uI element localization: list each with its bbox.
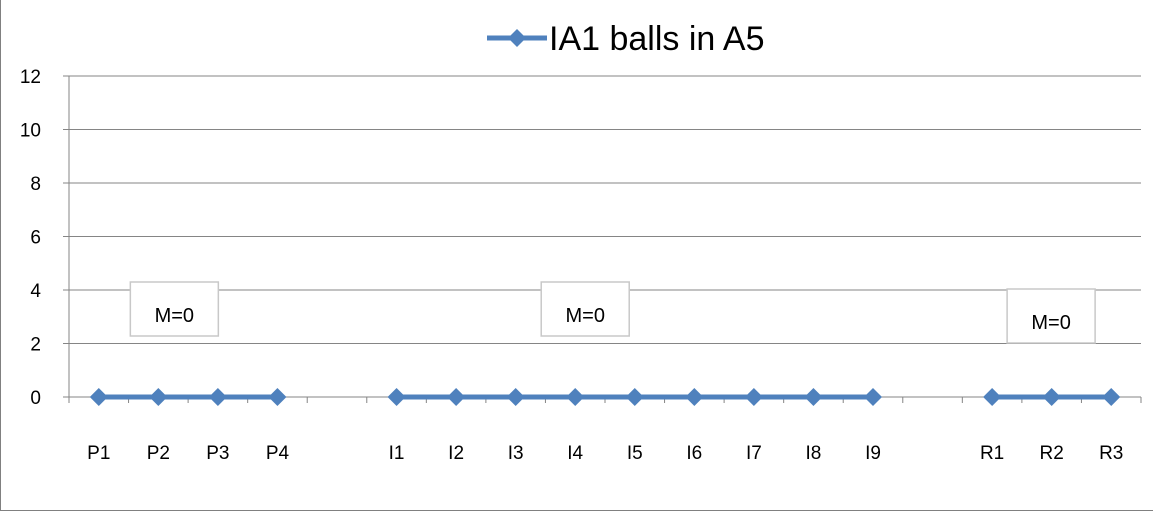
data-point-marker xyxy=(1042,388,1061,406)
x-tick-label: I9 xyxy=(865,443,881,464)
data-point-marker xyxy=(268,388,287,406)
data-point-marker xyxy=(804,388,823,406)
legend-label: IA1 balls in A5 xyxy=(549,20,764,58)
data-point-marker xyxy=(625,388,644,406)
annotation-box xyxy=(129,281,220,337)
x-tick-label: I5 xyxy=(627,443,643,464)
data-point-marker xyxy=(1102,388,1121,406)
y-tick-label: 6 xyxy=(30,228,41,249)
data-point-marker xyxy=(387,388,406,406)
data-point-marker xyxy=(744,388,763,406)
y-tick-label: 10 xyxy=(20,121,41,142)
data-point-marker xyxy=(447,388,466,406)
data-point-marker xyxy=(983,388,1002,406)
y-tick-label: 2 xyxy=(30,335,41,356)
x-tick-label: P4 xyxy=(266,443,290,464)
data-point-marker xyxy=(566,388,585,406)
x-tick-label: I1 xyxy=(389,443,405,464)
x-tick-label: I4 xyxy=(567,443,583,464)
annotation-box xyxy=(540,281,630,337)
legend-marker-swatch xyxy=(508,29,526,47)
annotation-box xyxy=(1006,288,1096,344)
y-tick-label: 0 xyxy=(30,388,41,409)
data-point-marker xyxy=(685,388,704,406)
x-tick-label: P1 xyxy=(87,443,110,464)
x-tick-label: R3 xyxy=(1099,443,1123,464)
data-point-marker xyxy=(89,388,108,406)
annotation-label: M=0 xyxy=(155,305,194,327)
x-tick-label: I6 xyxy=(686,443,702,464)
annotation-label: M=0 xyxy=(1031,312,1070,334)
data-point-marker xyxy=(506,388,525,406)
x-tick-label: I8 xyxy=(806,443,822,464)
y-tick-label: 4 xyxy=(30,281,41,302)
x-tick-label: P2 xyxy=(147,443,170,464)
y-tick-label: 8 xyxy=(30,174,41,195)
x-tick-label: R2 xyxy=(1040,443,1064,464)
annotation-label: M=0 xyxy=(565,305,604,327)
data-point-marker xyxy=(864,388,882,406)
x-tick-label: I3 xyxy=(508,443,524,464)
data-point-marker xyxy=(149,388,168,406)
data-point-marker xyxy=(208,388,227,406)
x-tick-label: R1 xyxy=(980,443,1004,464)
x-tick-label: I2 xyxy=(448,443,464,464)
x-tick-label: P3 xyxy=(206,443,229,464)
y-tick-label: 12 xyxy=(20,67,41,88)
x-tick-label: I7 xyxy=(746,443,762,464)
